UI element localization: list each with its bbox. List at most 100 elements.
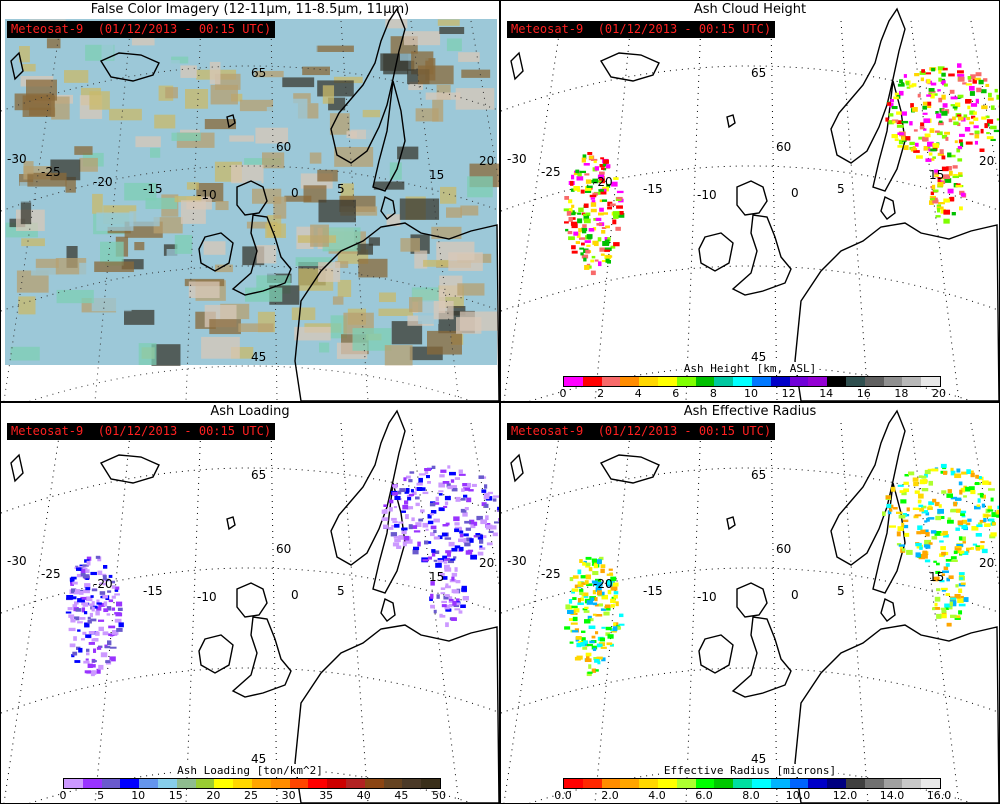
colorbar-tick-label: 6 — [672, 387, 680, 400]
ash-pixel — [917, 499, 922, 504]
ash-pixel — [411, 517, 415, 522]
ash-pixel — [594, 582, 598, 586]
ash-pixel — [85, 634, 92, 638]
ash-pixel — [977, 522, 983, 526]
ash-pixel — [905, 136, 911, 141]
colorbar-label-text: Ash Loading [ton/km^2] — [175, 764, 325, 777]
ash-pixel — [983, 518, 987, 522]
ash-pixel — [924, 133, 931, 138]
scene-cloud-patch — [425, 92, 461, 100]
ash-pixel — [930, 82, 937, 86]
latitude-label: 45 — [251, 350, 266, 364]
longitude-label: 15 — [929, 570, 944, 584]
colorbar-swatch — [620, 779, 640, 788]
ash-pixel — [953, 501, 958, 507]
ash-pixel — [990, 105, 995, 110]
ash-pixel — [106, 606, 112, 611]
ash-pixel — [594, 561, 599, 565]
ash-pixel — [438, 490, 444, 493]
ash-pixel — [992, 522, 997, 526]
ash-pixel — [104, 646, 111, 649]
ash-pixel — [959, 133, 965, 137]
ash-pixel — [603, 159, 609, 164]
ash-pixel — [927, 145, 931, 151]
ash-pixel — [927, 517, 935, 520]
scene-cloud-patch — [180, 200, 206, 224]
ash-pixel — [433, 609, 437, 614]
scene-cloud-patch — [109, 108, 142, 121]
scene-cloud-patch — [255, 127, 289, 144]
iceland-coastline — [99, 454, 160, 484]
ash-pixel — [965, 141, 973, 145]
ash-pixel — [67, 607, 73, 611]
ash-pixel — [885, 495, 891, 500]
scene-cloud-patch — [447, 306, 466, 316]
colorbar-tick-label: 8 — [709, 387, 717, 400]
ash-pixel — [571, 204, 575, 208]
ash-pixel — [581, 637, 586, 642]
ash-pixel — [436, 594, 440, 599]
ash-pixel — [114, 593, 120, 596]
scene-cloud-patch — [417, 65, 454, 85]
ash-pixel — [441, 576, 448, 580]
ash-pixel — [921, 505, 927, 509]
ash-pixel — [592, 227, 597, 231]
ash-pixel — [900, 499, 907, 504]
ash-pixel — [977, 493, 982, 496]
scene-cloud-patch — [399, 109, 414, 120]
ash-pixel — [77, 621, 83, 624]
ash-pixel — [936, 131, 943, 136]
colorbar-tick-label: 10 — [744, 387, 758, 400]
ash-pixel — [890, 486, 896, 492]
ash-pixel — [437, 559, 444, 563]
ash-pixel — [610, 245, 616, 249]
britain-coastline — [231, 214, 292, 296]
ash-pixel — [586, 583, 593, 587]
scene-cloud-patch — [154, 114, 176, 129]
latitude-label: 65 — [251, 468, 266, 482]
latitude-label: 60 — [276, 140, 291, 154]
ash-pixel — [585, 186, 592, 192]
ash-pixel — [943, 566, 949, 571]
denmark-coastline — [380, 195, 396, 220]
ash-pixel — [86, 648, 90, 652]
ash-pixel — [92, 605, 98, 609]
scene-cloud-patch — [368, 237, 380, 246]
ash-pixel — [427, 481, 431, 484]
longitude-label: 5 — [837, 584, 845, 598]
ash-pixel — [974, 77, 981, 81]
colorbar-swatch — [601, 779, 621, 788]
ash-pixel — [996, 513, 999, 518]
ash-pixel — [91, 588, 98, 592]
ash-pixel — [953, 121, 959, 126]
ash-pixel — [920, 77, 925, 82]
ash-pixel — [897, 484, 904, 487]
ash-pixel — [463, 538, 469, 541]
ash-pixel — [413, 530, 421, 533]
ash-pixel — [931, 468, 939, 472]
latitude-label: 45 — [251, 752, 266, 766]
colorbar-swatch — [214, 779, 234, 788]
panel-title: Ash Cloud Height — [693, 2, 807, 17]
ash-pixel — [68, 614, 75, 618]
ash-pixel — [942, 570, 949, 573]
ash-pixel — [82, 631, 87, 635]
ash-pixel — [595, 180, 602, 183]
ash-pixel — [392, 492, 398, 496]
ash-pixel — [592, 178, 599, 184]
ash-pixel — [460, 604, 466, 609]
ash-pixel — [915, 542, 922, 547]
panel-title: Ash Effective Radius — [683, 404, 817, 419]
ash-pixel — [961, 524, 968, 530]
ash-pixel — [442, 481, 450, 484]
ash-pixel — [939, 580, 945, 583]
ash-pixel — [570, 180, 574, 186]
ash-pixel — [601, 626, 606, 629]
ash-pixel — [91, 671, 97, 675]
ash-pixel — [973, 117, 979, 121]
ash-pixel — [82, 564, 89, 567]
scene-cloud-patch — [332, 296, 344, 305]
ash-pixel — [581, 254, 589, 259]
ash-pixel — [960, 487, 966, 493]
ash-pixel — [439, 615, 446, 618]
